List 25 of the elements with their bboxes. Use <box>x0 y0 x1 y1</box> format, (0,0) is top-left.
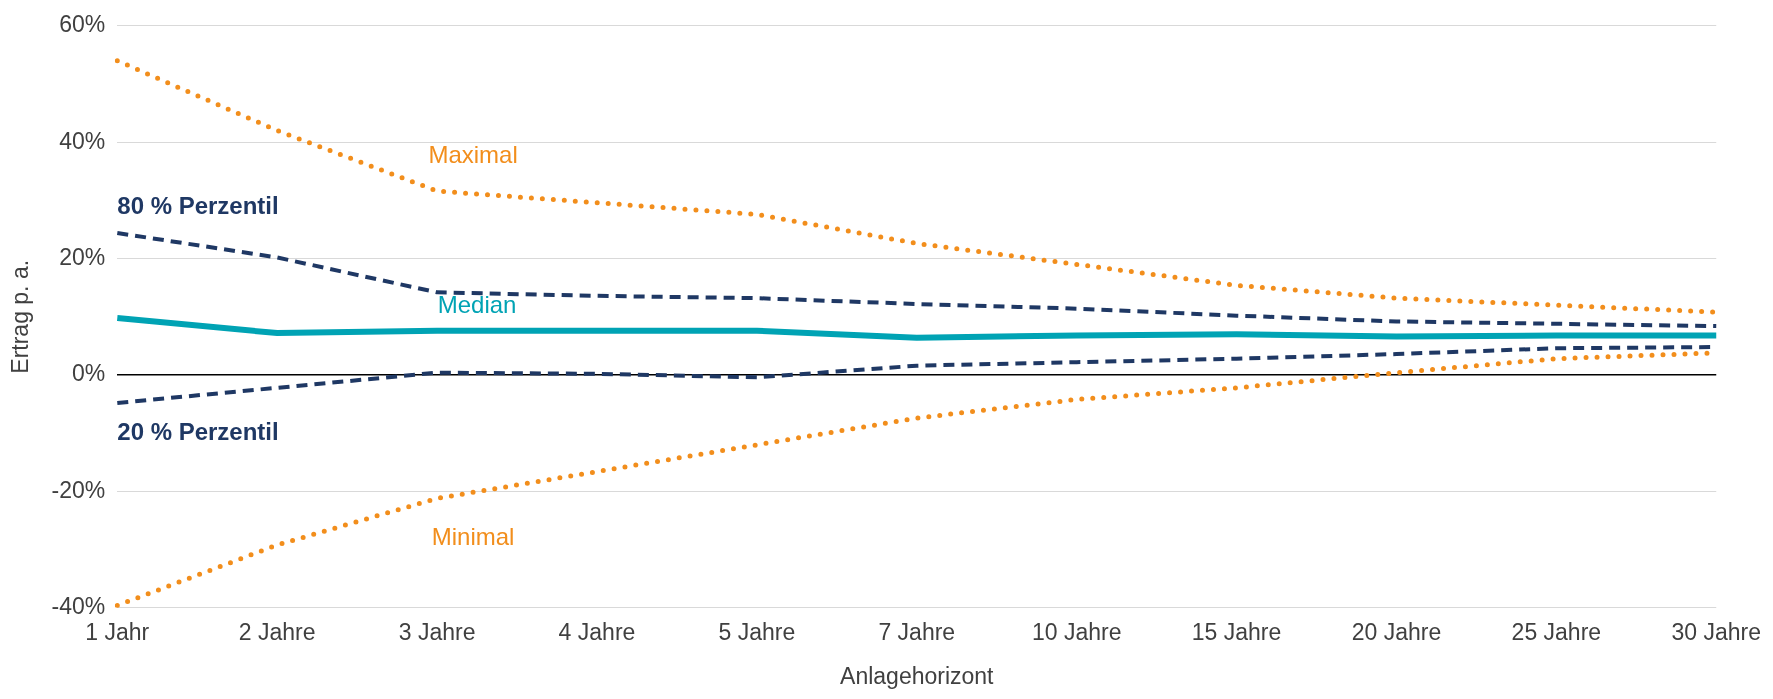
x-tick-label: 20 Jahre <box>1351 618 1442 645</box>
x-tick-label: 10 Jahre <box>1031 618 1122 645</box>
y-tick-label: 20% <box>59 243 106 270</box>
x-tick-label: 30 Jahre <box>1671 618 1761 645</box>
y-tick-label: 40% <box>59 127 106 154</box>
x-tick-label: 4 Jahre <box>558 618 636 645</box>
y-tick-label: -20% <box>51 476 106 503</box>
line-series <box>115 230 1719 329</box>
series-label: Maximal <box>428 140 518 168</box>
series-label: Median <box>437 291 517 319</box>
x-tick-label: 3 Jahre <box>398 618 476 645</box>
x-tick-label: 1 Jahr <box>85 618 150 645</box>
series-label: 80 % Perzentil <box>117 191 279 219</box>
x-tick-label: 2 Jahre <box>238 618 316 645</box>
x-axis-title: Anlagehorizont <box>840 662 995 689</box>
x-tick-label: 25 Jahre <box>1511 618 1602 645</box>
x-tick-label: 15 Jahre <box>1191 618 1282 645</box>
y-axis-title: Ertrag p. a. <box>7 259 34 374</box>
y-tick-label: -40% <box>51 593 106 620</box>
x-tick-label: 5 Jahre <box>718 618 796 645</box>
series-label: 20 % Perzentil <box>117 417 279 445</box>
y-tick-label: 60% <box>59 11 106 38</box>
x-tick-label: 7 Jahre <box>878 618 956 645</box>
series-label: Minimal <box>431 523 515 551</box>
y-tick-label: 0% <box>72 360 106 387</box>
